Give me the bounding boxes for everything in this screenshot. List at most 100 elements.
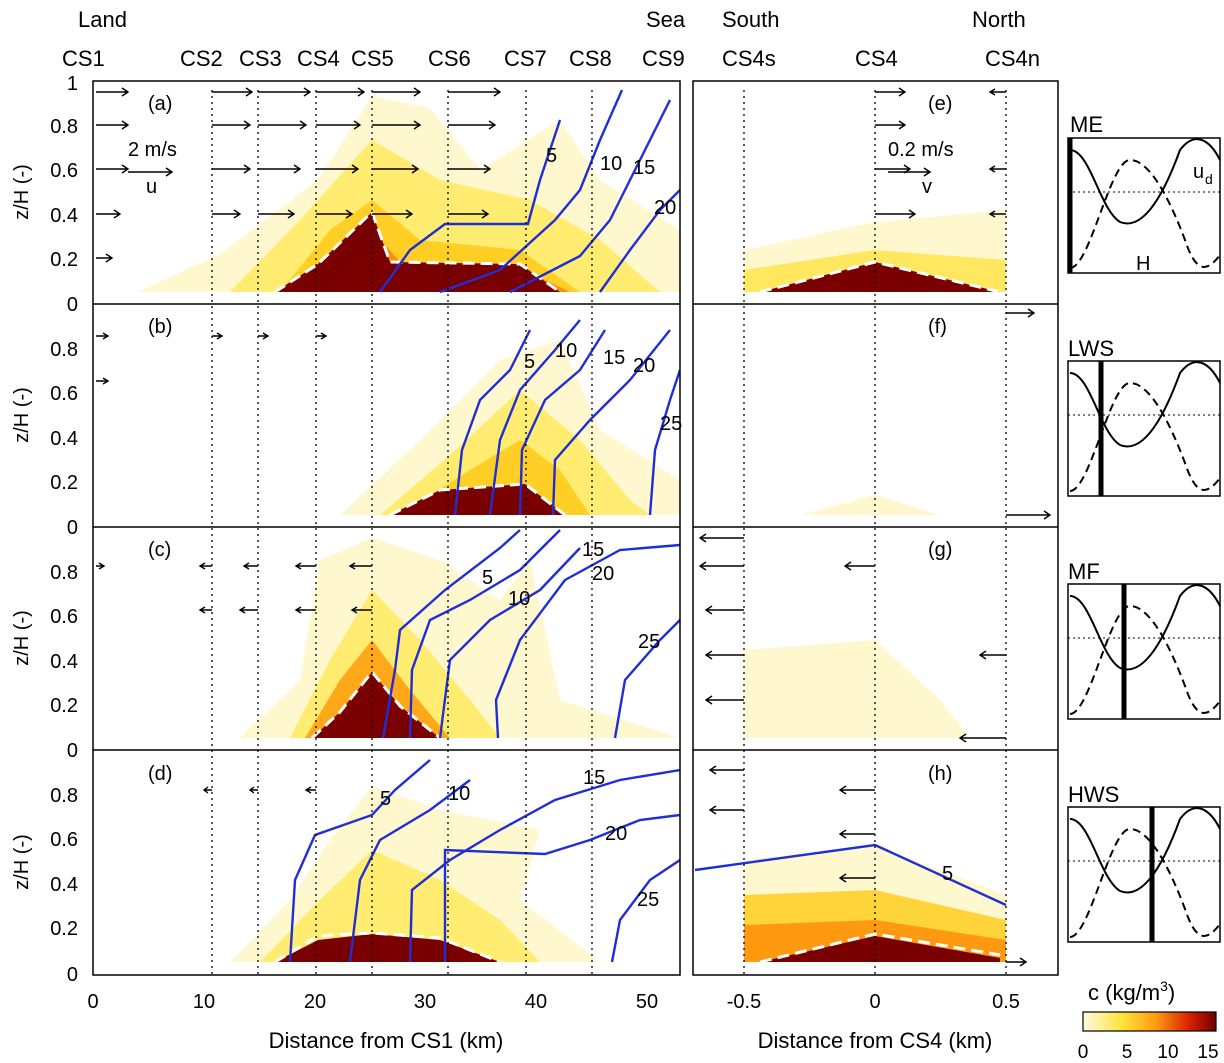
x-tick-label: 30 — [414, 991, 436, 1013]
contour-label: 20 — [605, 823, 627, 845]
contour-line — [613, 619, 680, 739]
colorbar: c (kg/m3) 0 5 10 15 — [1078, 978, 1219, 1063]
y-tick-label: 0.6 — [50, 606, 78, 628]
contour-line — [509, 99, 672, 294]
panel-letters: (a) (b) (c) (d) (e) (f) (g) (h) — [148, 93, 952, 785]
y-axis-label: z/H (-) — [11, 387, 33, 443]
velocity-arrows-right — [698, 87, 1052, 967]
left-axes — [92, 80, 681, 976]
y-tick-label: 0.8 — [50, 785, 78, 807]
panel-letter: (c) — [148, 539, 171, 561]
right-plot-area — [694, 87, 1052, 975]
section-label: CS4 — [855, 46, 898, 71]
panel-a-fill — [138, 96, 680, 294]
scale-v-arrow — [888, 167, 932, 177]
phase-label: ME — [1070, 112, 1103, 137]
panel-letter: (g) — [928, 539, 952, 561]
contour-line — [443, 813, 680, 962]
contour-label: 5 — [524, 351, 535, 373]
x-tick-label: 0.5 — [992, 991, 1020, 1013]
north-label: North — [972, 7, 1026, 32]
contour-line — [408, 768, 680, 963]
contour-label: 10 — [555, 340, 577, 362]
contour-label: 15 — [633, 157, 655, 179]
contour-line — [599, 189, 680, 293]
contour-label: 25 — [638, 631, 660, 653]
contour-line — [551, 329, 671, 516]
y-tick-label: 0.2 — [50, 695, 78, 717]
left-plot-area — [96, 87, 680, 975]
h-label: H — [1136, 253, 1150, 275]
contour-line — [694, 843, 1007, 907]
phase-label: LWS — [1068, 336, 1114, 361]
panel-f-fill — [800, 495, 940, 515]
phase-inset-frame — [1067, 137, 1221, 274]
contour-label: 15 — [583, 767, 605, 789]
phase-insets: ME u d H LWS MF HWS — [1067, 112, 1221, 943]
contour-label: 15 — [582, 539, 604, 561]
velocity-arrows-left — [96, 87, 502, 794]
right-section-labels: CS4s CS4 CS4n — [722, 46, 1040, 71]
y-tick-label: 0.2 — [50, 918, 78, 940]
contour-label: 20 — [633, 355, 655, 377]
y-axis-label: z/H (-) — [11, 164, 33, 220]
panel-letter: (b) — [148, 316, 172, 338]
phase-inset-frame — [1067, 806, 1221, 943]
x-ticks-right: -0.5 0 0.5 — [727, 991, 1020, 1013]
phase-curves — [1068, 584, 1221, 719]
contour-label: 10 — [448, 783, 470, 805]
section-label: CS4n — [985, 46, 1040, 71]
colorbar-tick: 5 — [1122, 1042, 1133, 1063]
contour-label: 5 — [482, 567, 493, 589]
scale-u: 2 m/s u — [128, 139, 177, 198]
contour-line — [648, 369, 680, 516]
section-label: CS4 — [297, 46, 340, 71]
y-ticks: 1 0.8 0.6 0.4 0.2 0 0.8 0.6 0.4 0.2 0 0.… — [50, 73, 78, 986]
contour-labels: 5 10 15 20 5 10 15 20 25 5 10 15 20 25 5… — [380, 145, 953, 911]
phase-curves — [1067, 138, 1221, 273]
contour-line — [453, 329, 532, 516]
y-tick-label: 0.4 — [50, 428, 78, 450]
section-label: CS4s — [722, 46, 776, 71]
panel-letter: (h) — [928, 763, 952, 785]
ud-sub: d — [1205, 171, 1213, 187]
phase-label: MF — [1068, 559, 1100, 584]
section-label: CS7 — [504, 46, 547, 71]
y-tick-label: 0 — [67, 294, 78, 316]
section-label: CS5 — [351, 46, 394, 71]
scale-v: 0.2 m/s v — [888, 139, 954, 198]
panel-g-fill — [744, 640, 970, 738]
scale-u-value: 2 m/s — [128, 139, 177, 161]
colorbar-tick: 10 — [1157, 1042, 1178, 1063]
y-tick-label: 0.8 — [50, 339, 78, 361]
contour-line — [381, 529, 521, 739]
section-label: CS8 — [569, 46, 612, 71]
h-curve — [1069, 158, 1221, 269]
colorbar-title: c (kg/m3) — [1088, 978, 1175, 1005]
left-section-labels: CS1 CS2 CS3 CS4 CS5 CS6 CS7 CS8 CS9 — [62, 46, 685, 71]
phase-curves — [1068, 807, 1221, 942]
section-label: CS3 — [239, 46, 282, 71]
contours-left — [288, 89, 680, 963]
colorbar-tick: 0 — [1078, 1042, 1089, 1063]
panel-letter: (a) — [148, 93, 172, 115]
section-label: CS2 — [180, 46, 223, 71]
colorbar-title-main: c (kg/m — [1088, 980, 1160, 1005]
x-tick-label: 0 — [869, 991, 880, 1013]
y-tick-label: 0.6 — [50, 160, 78, 182]
scale-u-symbol: u — [146, 176, 157, 198]
panel-h-fill — [694, 843, 1007, 964]
scale-u-arrow — [128, 167, 174, 177]
y-tick-label: 0.6 — [50, 829, 78, 851]
contour-line — [439, 89, 624, 294]
y-axis-labels: z/H (-) z/H (-) z/H (-) z/H (-) — [11, 164, 33, 890]
contour-line — [488, 319, 581, 516]
contour-line — [408, 529, 561, 739]
y-tick-label: 1 — [67, 73, 78, 95]
x-tick-label: 0 — [87, 991, 98, 1013]
contour-line — [494, 543, 680, 739]
section-label: CS6 — [428, 46, 471, 71]
contour-label: 5 — [380, 788, 391, 810]
contour-label: 20 — [654, 197, 676, 219]
